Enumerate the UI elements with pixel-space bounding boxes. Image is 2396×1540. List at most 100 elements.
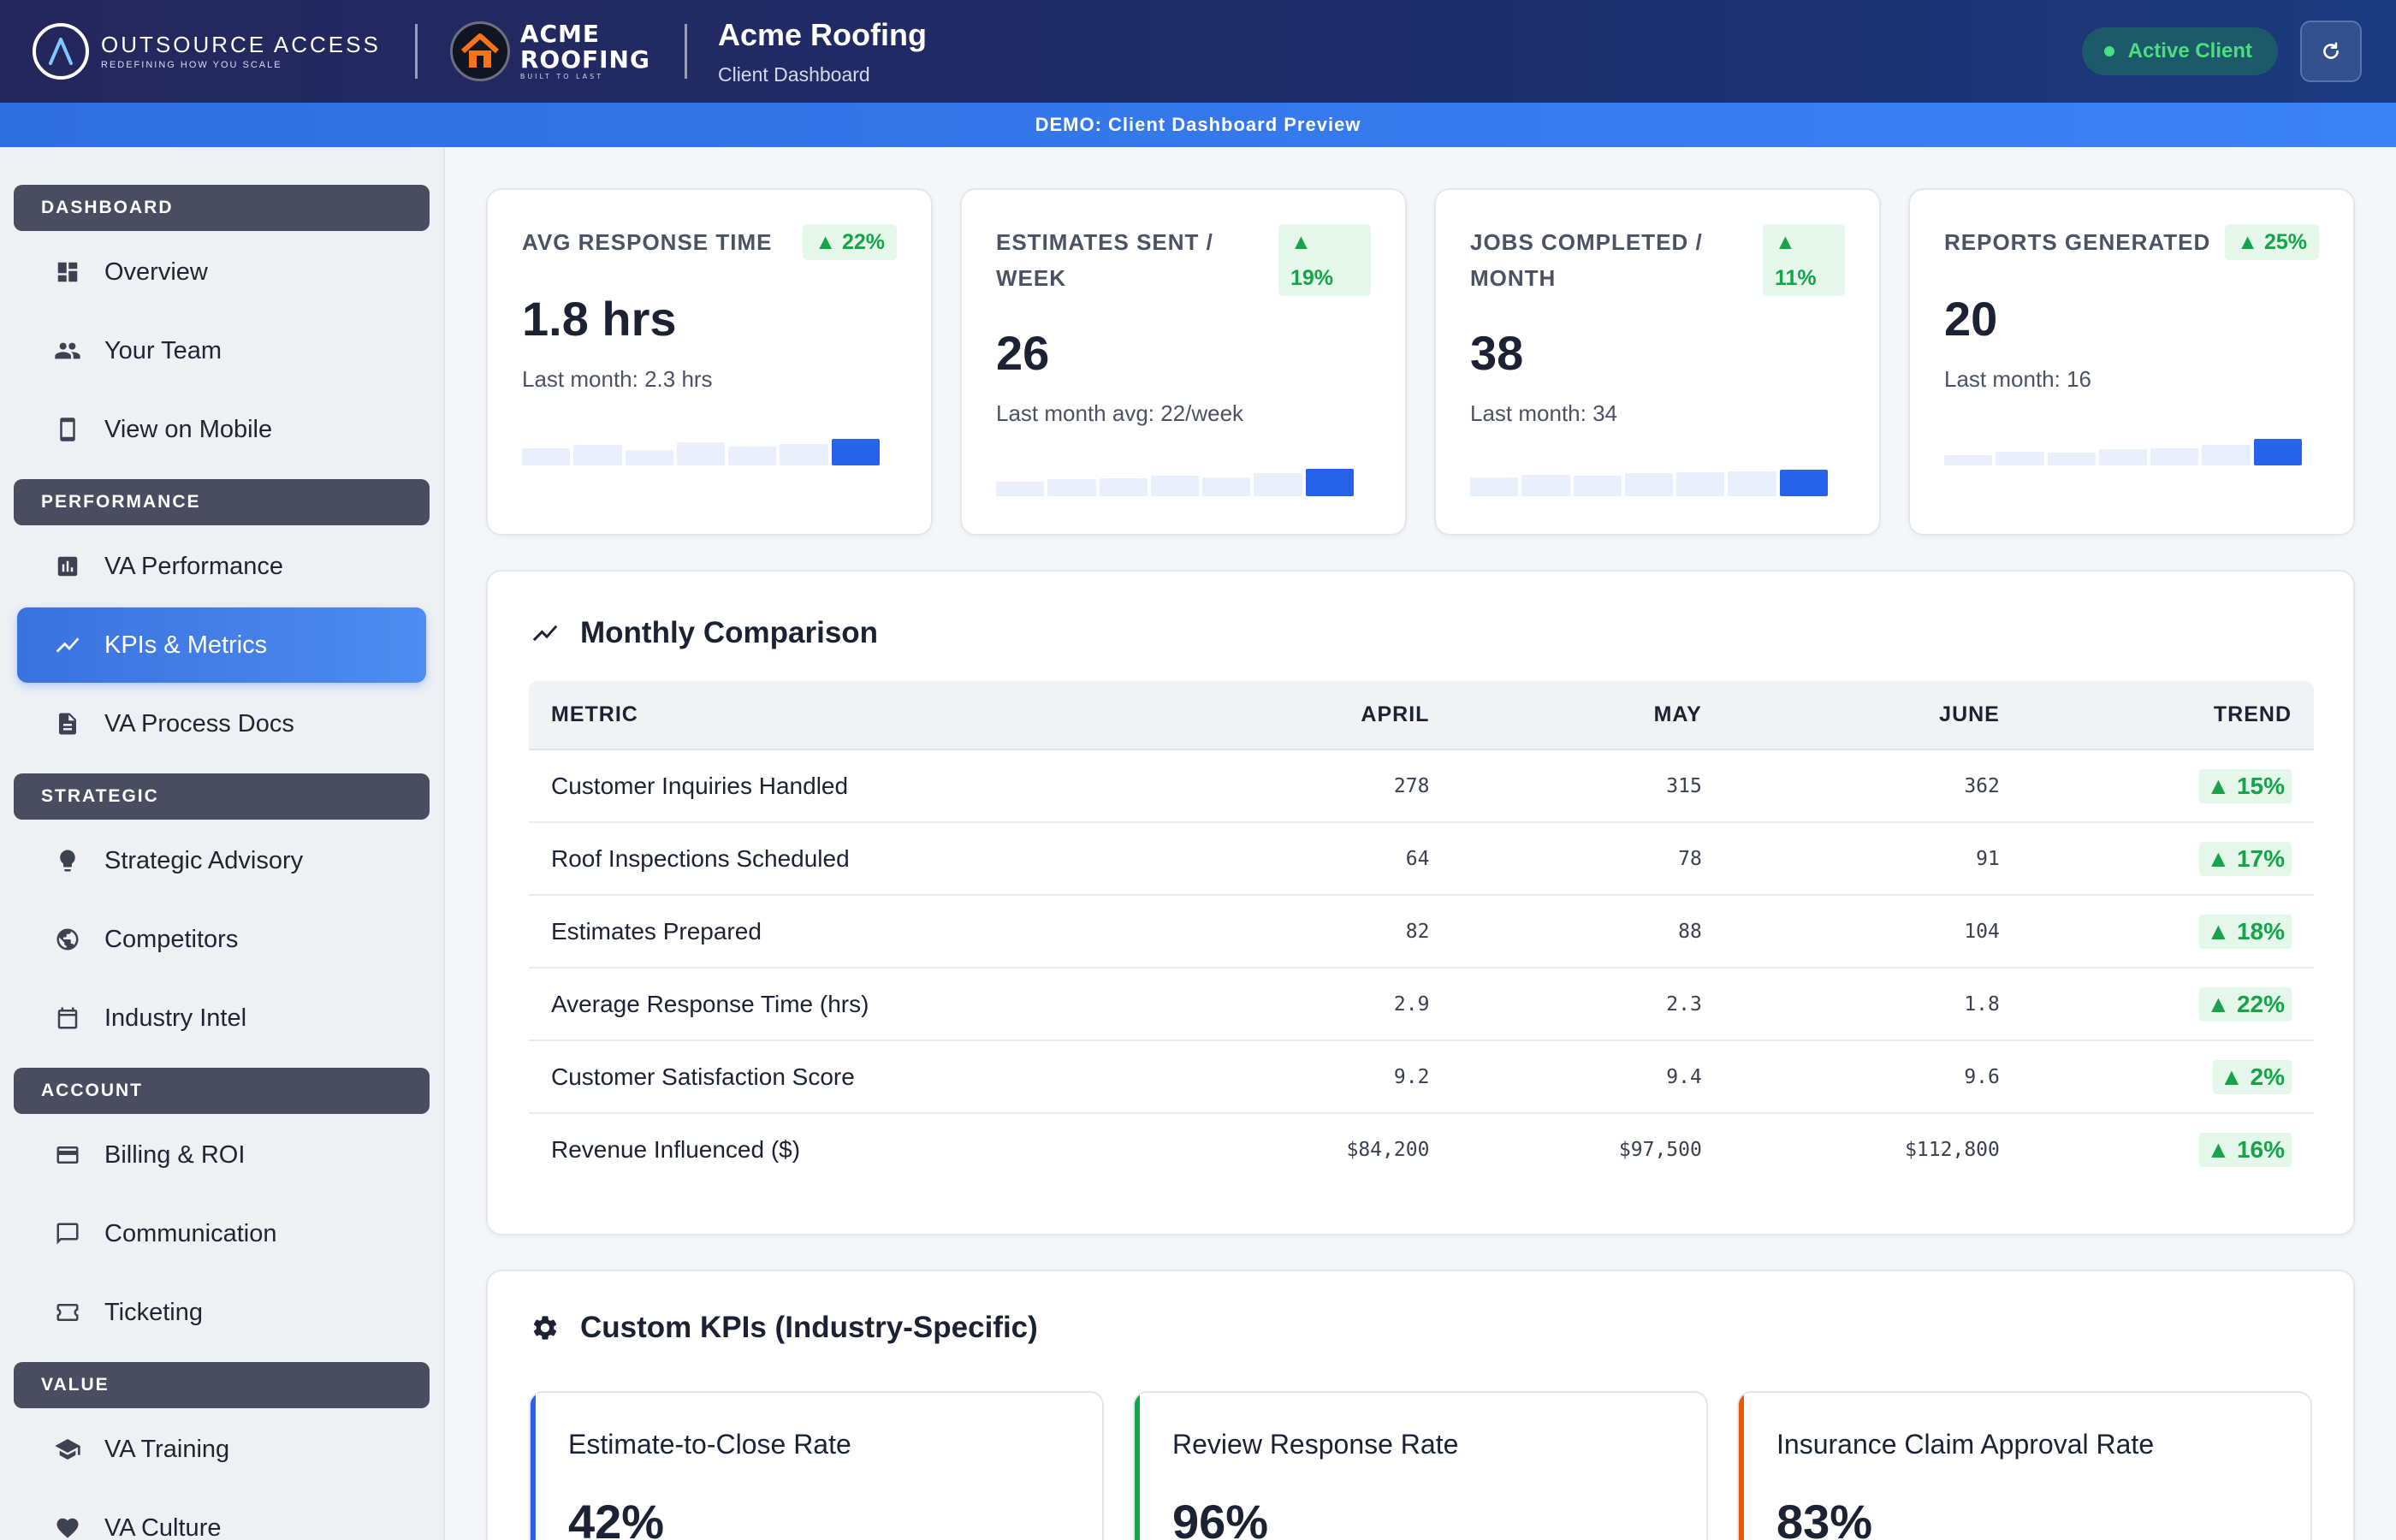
stat-trend-badge: ▲ 11%: [1763, 224, 1845, 296]
sparkline-bar: [1099, 477, 1148, 496]
brand-logo[interactable]: OUTSOURCE ACCESS REDEFINING HOW YOU SCAL…: [33, 23, 381, 80]
sidebar-item-label: Your Team: [104, 336, 222, 364]
sparkline-bar: [780, 443, 828, 465]
june-cell: 91: [1723, 822, 2022, 896]
june-cell: 362: [1723, 749, 2022, 823]
sidebar-item-communication[interactable]: Communication: [17, 1196, 426, 1271]
sidebar-item-va-performance[interactable]: VA Performance: [17, 529, 426, 604]
sidebar-section-dashboard: DASHBOARD: [14, 185, 430, 231]
sparkline: [1470, 448, 1828, 496]
kpi-value: 83%: [1776, 1495, 1873, 1540]
sidebar-item-label: KPIs & Metrics: [104, 631, 268, 659]
people-icon: [53, 336, 82, 365]
sidebar-item-label: View on Mobile: [104, 415, 273, 443]
stat-title: ESTIMATES SENT / WEEK: [996, 229, 1213, 291]
trend-badge: ▲ 15%: [2199, 768, 2292, 803]
metric-cell: Revenue Influenced ($): [551, 1136, 801, 1163]
column-header-april: APRIL: [1179, 681, 1452, 750]
client-name: Acme Roofing: [717, 16, 927, 52]
may-cell: $97,500: [1618, 1139, 1702, 1161]
graduation-cap-icon: [53, 1435, 82, 1464]
column-header-june: JUNE: [1723, 681, 2022, 750]
chat-icon: [53, 1219, 82, 1248]
trend-cell: ▲ 2%: [2021, 1040, 2314, 1114]
gear-icon: [529, 1312, 561, 1344]
sidebar-item-view-on-mobile[interactable]: View on Mobile: [17, 392, 426, 467]
kpi-value: 96%: [1172, 1495, 1269, 1540]
kpi-card-insurance-claim-approval: Insurance Claim Approval Rate 83%: [1737, 1391, 2312, 1540]
house-icon: [449, 21, 510, 81]
client-logo-line1: ACME: [519, 20, 601, 48]
document-icon: [53, 709, 82, 738]
sidebar-item-strategic-advisory[interactable]: Strategic Advisory: [17, 823, 426, 898]
sparkline-bar: [1728, 471, 1776, 496]
june-cell: 9.6: [1723, 1040, 2022, 1114]
sparkline-bar: [728, 446, 777, 465]
sidebar-item-kpis-metrics[interactable]: KPIs & Metrics: [17, 607, 426, 683]
sidebar-item-label: Industry Intel: [104, 1004, 247, 1032]
june-cell: 1.8: [1723, 968, 2022, 1041]
sparkline-bar: [1996, 452, 2044, 465]
metric-cell: Estimates Prepared: [529, 895, 1179, 968]
stat-title: AVG RESPONSE TIME: [522, 229, 773, 255]
refresh-button[interactable]: [2300, 21, 2362, 82]
brand-name: OUTSOURCE ACCESS: [101, 31, 381, 57]
kpi-name: Review Response Rate: [1172, 1429, 1459, 1460]
kpi-name: Estimate-to-Close Rate: [568, 1429, 851, 1460]
table-row: Estimates Prepared 82 88 104 ▲ 18%: [529, 895, 2314, 968]
metric-cell: Average Response Time (hrs): [529, 968, 1179, 1041]
sparkline-bar: [522, 448, 571, 465]
sparkline-bar: [2253, 439, 2302, 465]
header-divider: [684, 24, 687, 79]
section-title: Monthly Comparison: [529, 616, 878, 650]
sidebar-item-label: Communication: [104, 1219, 277, 1247]
table-row: Roof Inspections Scheduled 64 78 91 ▲ 17…: [529, 822, 2314, 896]
stat-trend-badge: ▲ 19%: [1278, 224, 1371, 296]
stat-card-reports-generated: REPORTS GENERATED ▲ 25% 20 Last month: 1…: [1908, 188, 2355, 536]
stat-subtext: Last month: 34: [1470, 400, 1617, 426]
trend-badge: ▲ 17%: [2199, 841, 2292, 876]
may-cell: 2.3: [1451, 968, 1724, 1041]
table-row: Customer Inquiries Handled 278 315 362 ▲…: [529, 749, 2314, 823]
sidebar-item-va-process-docs[interactable]: VA Process Docs: [17, 686, 426, 761]
sidebar-item-va-training[interactable]: VA Training: [17, 1412, 426, 1487]
sidebar-section-strategic: STRATEGIC: [14, 773, 430, 820]
sparkline-bar: [831, 439, 880, 465]
trend-cell: ▲ 17%: [2021, 822, 2314, 896]
metric-cell: Customer Inquiries Handled: [529, 749, 1179, 823]
sidebar-item-competitors[interactable]: Competitors: [17, 902, 426, 977]
sidebar-item-label: Billing & ROI: [104, 1140, 246, 1169]
sidebar-item-your-team[interactable]: Your Team: [17, 313, 426, 388]
sidebar-item-label: VA Training: [104, 1435, 230, 1463]
sidebar-item-label: Ticketing: [104, 1298, 203, 1326]
globe-icon: [53, 925, 82, 954]
april-cell: 9.2: [1179, 1040, 1452, 1114]
sidebar-item-label: Overview: [104, 258, 208, 286]
stat-card-jobs-completed: JOBS COMPLETED / MONTH ▲ 11% 38 Last month…: [1434, 188, 1881, 536]
sidebar-item-overview[interactable]: Overview: [17, 234, 426, 310]
sidebar-item-industry-intel[interactable]: Industry Intel: [17, 980, 426, 1056]
sidebar-item-billing-roi[interactable]: Billing & ROI: [17, 1117, 426, 1193]
stat-title: REPORTS GENERATED: [1944, 229, 2211, 255]
trend-icon: [529, 617, 561, 649]
sparkline: [522, 418, 880, 465]
kpi-card-review-response: Review Response Rate 96%: [1133, 1391, 1708, 1540]
april-cell: 2.9: [1179, 968, 1452, 1041]
sparkline-bar: [1470, 477, 1519, 496]
client-logo: ACME ROOFING BUILT TO LAST: [449, 20, 650, 81]
kpi-accent-bar: [1135, 1393, 1140, 1540]
may-cell: 78: [1451, 822, 1724, 896]
refresh-icon: [2323, 42, 2339, 59]
sparkline-bar: [1254, 473, 1302, 496]
sidebar-item-ticketing[interactable]: Ticketing: [17, 1275, 426, 1350]
sparkline-bar: [1305, 468, 1354, 496]
trend-cell: ▲ 22%: [2021, 968, 2314, 1041]
sidebar-item-va-culture[interactable]: VA Culture: [17, 1490, 426, 1540]
stat-trend-badge: ▲ 25%: [2225, 224, 2319, 260]
kpi-card-estimate-to-close: Estimate-to-Close Rate 42%: [529, 1391, 1104, 1540]
may-cell: 9.4: [1451, 1040, 1724, 1114]
sidebar-section-value: VALUE: [14, 1362, 430, 1408]
kpi-name: Insurance Claim Approval Rate: [1776, 1429, 2155, 1460]
stat-card-avg-response-time: AVG RESPONSE TIME ▲ 22% 1.8 hrs Last mon…: [486, 188, 933, 536]
lightbulb-icon: [53, 846, 82, 875]
